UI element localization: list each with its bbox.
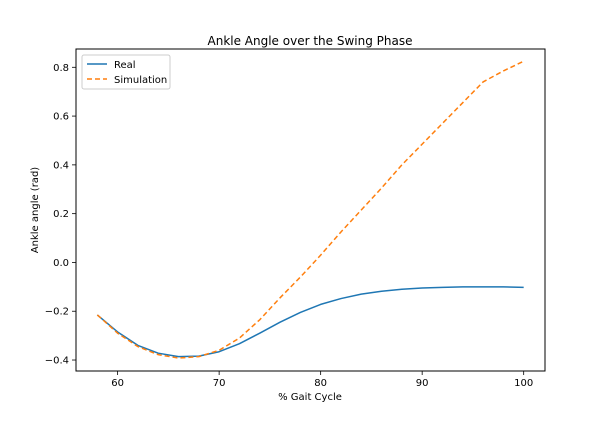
axes-frame bbox=[75, 48, 546, 372]
plot-area bbox=[96, 60, 525, 359]
series-line-real bbox=[96, 286, 524, 358]
y-tick-label: −0.2 bbox=[45, 307, 69, 318]
y-tick-label: 0.4 bbox=[53, 160, 69, 171]
x-tick-label: 90 bbox=[416, 378, 429, 389]
y-tick-label: −0.4 bbox=[45, 356, 69, 367]
y-axis: −0.4 −0.2 0.0 0.2 0.4 0.6 0.8 bbox=[45, 63, 76, 367]
x-tick-label: 100 bbox=[514, 378, 533, 389]
x-tick-label: 80 bbox=[314, 378, 327, 389]
chart-title: Ankle Angle over the Swing Phase bbox=[208, 34, 413, 48]
x-axis-label: % Gait Cycle bbox=[278, 392, 342, 403]
y-tick-label: 0.6 bbox=[53, 112, 69, 123]
legend-label-simulation: Simulation bbox=[114, 75, 167, 86]
x-tick-label: 60 bbox=[111, 378, 124, 389]
y-tick-label: 0.0 bbox=[53, 258, 69, 269]
legend: Real Simulation bbox=[81, 54, 171, 90]
series-line-simulation bbox=[96, 60, 525, 359]
y-tick-label: 0.8 bbox=[53, 63, 69, 74]
legend-label-real: Real bbox=[114, 60, 136, 71]
y-tick-label: 0.2 bbox=[53, 209, 69, 220]
y-axis-label: Ankle angle (rad) bbox=[30, 167, 41, 253]
x-axis: 60 70 80 90 100 bbox=[111, 371, 533, 389]
x-tick-label: 70 bbox=[213, 378, 226, 389]
